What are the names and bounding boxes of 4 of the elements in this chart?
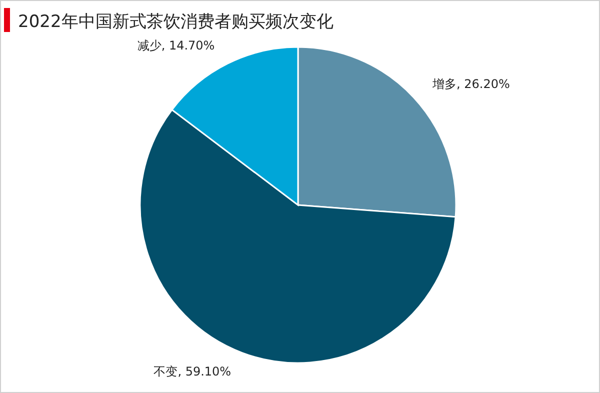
slice-label: 不变, 59.10% — [154, 364, 232, 379]
chart-title: 2022年中国新式茶饮消费者购买频次变化 — [18, 12, 334, 32]
slice-label: 减少, 14.70% — [137, 38, 215, 53]
slice-label: 增多, 26.20% — [432, 76, 510, 91]
